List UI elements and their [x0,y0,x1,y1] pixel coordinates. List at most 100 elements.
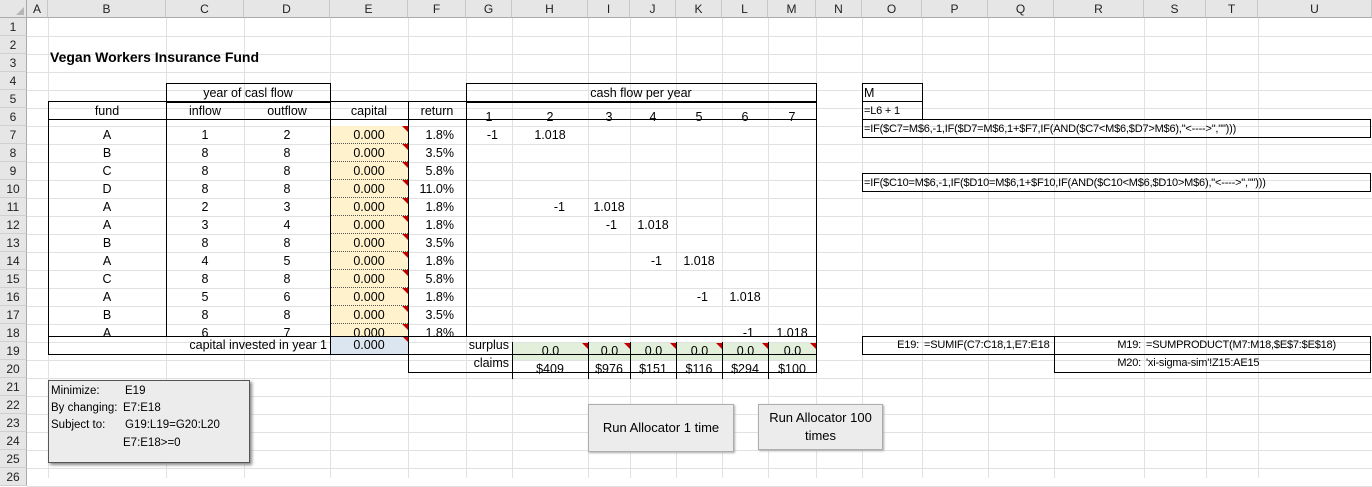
outflow-cell[interactable]: 8 [283,146,291,160]
row-header-18[interactable]: 18 [0,324,27,342]
surplus-cell[interactable]: 0.0 [589,343,630,360]
return-cell[interactable]: 1.8% [425,254,455,268]
column-header-l[interactable]: L [722,0,768,18]
fund-cell[interactable]: C [102,272,112,286]
cash-flow-cell[interactable]: 1.018 [534,128,566,142]
inflow-cell[interactable]: 8 [201,272,209,286]
cash-flow-cell[interactable]: -1 [486,128,498,142]
inflow-cell[interactable]: 8 [201,308,209,322]
return-cell[interactable]: 3.5% [425,308,455,322]
row-header-15[interactable]: 15 [0,270,27,288]
outflow-cell[interactable]: 6 [283,290,291,304]
cash-flow-cell[interactable]: -1 [650,254,662,268]
column-header-i[interactable]: I [588,0,630,18]
surplus-cell[interactable]: 0.0 [769,343,816,360]
cash-flow-cell[interactable]: -1 [696,290,708,304]
row-header-4[interactable]: 4 [0,72,27,90]
cash-flow-cell[interactable]: 1.018 [637,218,669,232]
outflow-cell[interactable]: 4 [283,218,291,232]
column-header-c[interactable]: C [166,0,244,18]
cash-flow-cell[interactable]: 1.018 [593,200,625,214]
inflow-cell[interactable]: 8 [201,182,209,196]
capital-cell[interactable]: 0.000 [330,162,408,180]
outflow-cell[interactable]: 8 [283,164,291,178]
surplus-cell[interactable]: 0.0 [631,343,676,360]
column-header-s[interactable]: S [1144,0,1206,18]
return-cell[interactable]: 5.8% [425,272,455,286]
return-cell[interactable]: 1.8% [425,218,455,232]
row-header-8[interactable]: 8 [0,144,27,162]
row-header-12[interactable]: 12 [0,216,27,234]
column-header-p[interactable]: P [922,0,988,18]
fund-cell[interactable]: A [102,326,112,340]
row-header-25[interactable]: 25 [0,450,27,468]
fund-cell[interactable]: B [102,146,112,160]
column-header-r[interactable]: R [1054,0,1144,18]
row-header-1[interactable]: 1 [0,18,27,36]
column-header-t[interactable]: T [1206,0,1258,18]
cash-flow-cell[interactable]: 1.018 [776,326,808,340]
return-cell[interactable]: 1.8% [425,128,455,142]
return-cell[interactable]: 1.8% [425,290,455,304]
fund-cell[interactable]: A [102,128,112,142]
capital-cell[interactable]: 0.000 [330,306,408,324]
fund-cell[interactable]: A [102,290,112,304]
row-header-11[interactable]: 11 [0,198,27,216]
column-header-e[interactable]: E [330,0,408,18]
claims-cell[interactable]: $151 [639,362,667,376]
row-header-13[interactable]: 13 [0,234,27,252]
row-header-26[interactable]: 26 [0,468,27,486]
return-cell[interactable]: 11.0% [419,182,454,196]
outflow-cell[interactable]: 5 [283,254,291,268]
column-header-o[interactable]: O [862,0,922,18]
inflow-cell[interactable]: 5 [201,290,209,304]
inflow-cell[interactable]: 2 [201,200,209,214]
row-header-17[interactable]: 17 [0,306,27,324]
cash-flow-cell[interactable]: -1 [605,218,617,232]
fund-cell[interactable]: B [102,308,112,322]
capital-cell[interactable]: 0.000 [330,270,408,288]
run-allocator-100-button[interactable]: Run Allocator 100 times [758,404,883,450]
capital-cell[interactable]: 0.000 [330,216,408,234]
return-cell[interactable]: 5.8% [425,164,455,178]
inflow-cell[interactable]: 1 [201,128,209,142]
inflow-cell[interactable]: 4 [201,254,209,268]
column-header-b[interactable]: B [48,0,166,18]
row-header-14[interactable]: 14 [0,252,27,270]
inflow-cell[interactable]: 6 [201,326,209,340]
cash-flow-cell[interactable]: 1.018 [729,290,761,304]
column-header-d[interactable]: D [244,0,330,18]
solver-textbox[interactable]: Minimize: E19 By changing: E7:E18 Subjec… [48,380,250,463]
column-header-m[interactable]: M [768,0,816,18]
outflow-cell[interactable]: 8 [283,308,291,322]
return-cell[interactable]: 1.8% [425,200,455,214]
row-header-21[interactable]: 21 [0,378,27,396]
cash-flow-cell[interactable]: 1.018 [683,254,715,268]
row-header-2[interactable]: 2 [0,36,27,54]
surplus-cell[interactable]: 0.0 [723,343,768,360]
capital-cell[interactable]: 0.000 [330,144,408,162]
cash-flow-cell[interactable]: -1 [553,200,565,214]
claims-cell[interactable]: $116 [685,362,713,376]
inflow-cell[interactable]: 3 [201,218,209,232]
claims-cell[interactable]: $409 [536,362,564,376]
fund-cell[interactable]: C [102,164,112,178]
row-header-20[interactable]: 20 [0,360,27,378]
capital-cell[interactable]: 0.000 [330,234,408,252]
column-header-a[interactable]: A [27,0,48,18]
outflow-cell[interactable]: 8 [283,182,291,196]
capital-cell[interactable]: 0.000 [330,180,408,198]
select-all-corner[interactable] [0,0,27,18]
row-header-23[interactable]: 23 [0,414,27,432]
claims-cell[interactable]: $294 [731,362,759,376]
return-cell[interactable]: 3.5% [425,146,455,160]
row-header-16[interactable]: 16 [0,288,27,306]
fund-cell[interactable]: A [102,218,112,232]
row-header-22[interactable]: 22 [0,396,27,414]
run-allocator-once-button[interactable]: Run Allocator 1 time [588,404,734,452]
column-header-g[interactable]: G [466,0,512,18]
column-header-j[interactable]: J [630,0,676,18]
row-header-5[interactable]: 5 [0,90,27,108]
fund-cell[interactable]: A [102,200,112,214]
column-header-k[interactable]: K [676,0,722,18]
